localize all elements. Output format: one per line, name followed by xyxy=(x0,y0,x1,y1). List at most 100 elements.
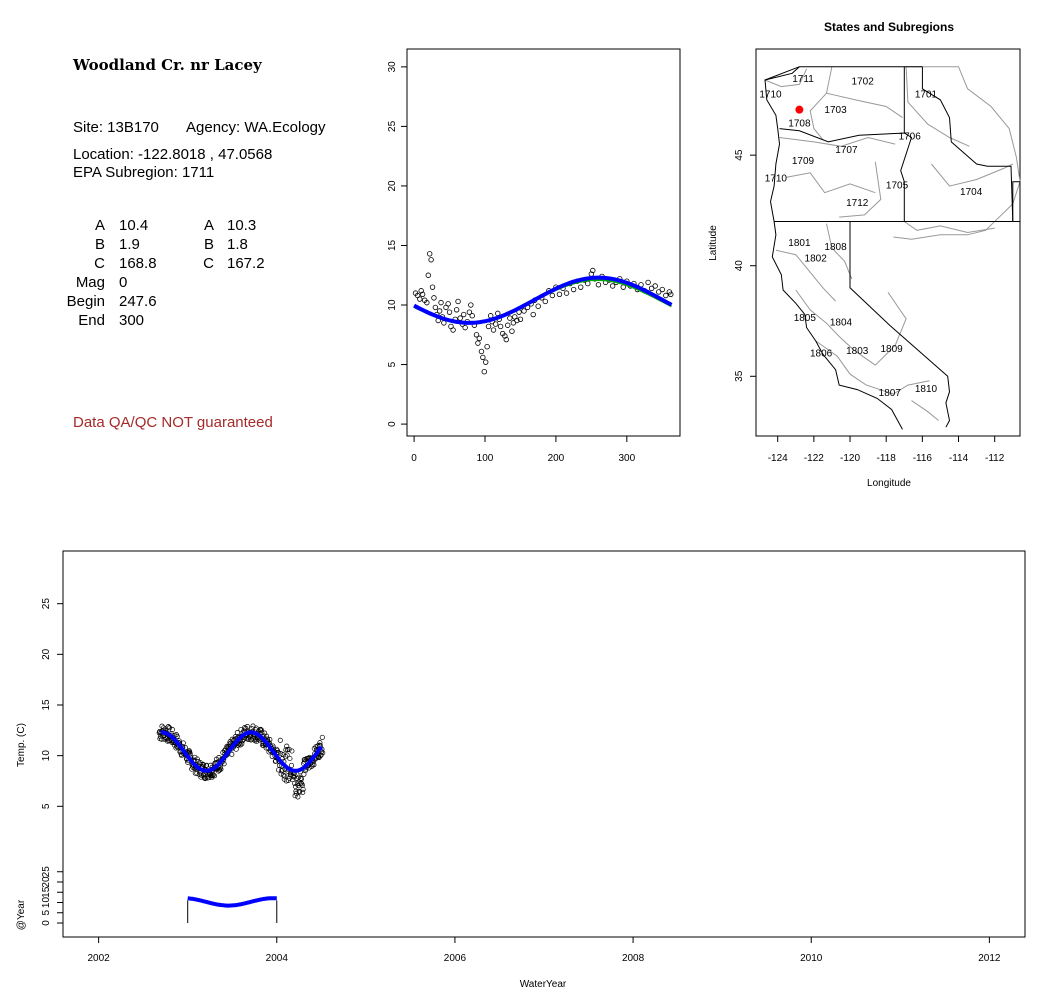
data-point xyxy=(517,316,524,323)
subregion-label: 1808 xyxy=(824,242,847,253)
data-point xyxy=(419,291,426,297)
coef1-label: Mag xyxy=(75,274,105,291)
data-point xyxy=(284,752,290,758)
data-point xyxy=(194,770,200,776)
subregion-boundary xyxy=(795,289,876,366)
data-point xyxy=(453,307,460,313)
coef1-label: End xyxy=(78,312,105,329)
map-y-label: Latitude xyxy=(708,225,719,261)
data-point xyxy=(229,751,235,757)
region-outline xyxy=(893,66,1021,240)
subregion: EPA Subregion: 1711 xyxy=(73,164,215,181)
sub-y-tick-label: 0 xyxy=(41,920,52,926)
data-point xyxy=(289,748,295,754)
timeseries-y-axis: 5 10 15 20 25 xyxy=(41,598,63,809)
y-tick-label: 10 xyxy=(387,299,398,311)
subregion-boundary xyxy=(839,161,882,218)
timeseries-frame xyxy=(62,550,1026,938)
data-point xyxy=(174,733,180,739)
data-point xyxy=(503,336,509,343)
y-tick-label: 45 xyxy=(734,149,745,161)
subregion-boundary xyxy=(775,249,836,302)
subregion-boundary xyxy=(826,92,903,119)
data-point xyxy=(165,724,171,730)
data-point xyxy=(295,794,301,800)
data-point xyxy=(609,283,616,289)
x-tick-label: 2002 xyxy=(88,953,111,964)
data-point xyxy=(475,340,481,346)
data-point xyxy=(311,762,317,768)
data-point xyxy=(317,740,323,746)
data-point xyxy=(461,311,467,318)
sub-y-tick-label: 20 xyxy=(41,876,52,888)
map-title: States and Subregions xyxy=(824,20,954,34)
x-tick-label: 2004 xyxy=(266,953,289,964)
data-point xyxy=(530,311,536,318)
data-point xyxy=(469,313,475,319)
state-border xyxy=(1012,181,1021,222)
subregion-map: States and Subregions 1711 17021701171017… xyxy=(708,20,1021,489)
data-point xyxy=(201,762,207,768)
data-point xyxy=(429,284,436,290)
x-tick-label: -114 xyxy=(949,453,969,464)
coef1-value: 1.9 xyxy=(119,236,140,253)
state-border xyxy=(764,66,923,81)
data-point xyxy=(484,343,490,350)
data-point xyxy=(585,280,591,287)
x-tick-label: 2008 xyxy=(622,953,645,964)
data-point xyxy=(652,283,658,289)
data-point xyxy=(169,727,175,733)
data-point xyxy=(217,767,223,773)
data-point xyxy=(590,267,596,274)
coef2-value: 1.8 xyxy=(227,236,248,253)
data-point xyxy=(218,766,224,772)
coef1-label: C xyxy=(94,255,105,272)
coef1-label: A xyxy=(94,217,105,234)
map-subregion-labels: 1711 1702 1701 1710 1703 1708 1706 1707 1709 1710… xyxy=(759,74,982,399)
data-point xyxy=(209,773,216,779)
data-point xyxy=(258,727,264,733)
data-point xyxy=(198,772,204,778)
data-point xyxy=(556,291,563,297)
data-point xyxy=(244,724,250,730)
subregion-label: 1707 xyxy=(835,145,858,156)
subregion-label: 1802 xyxy=(805,253,828,264)
subregion-boundary xyxy=(931,163,1014,187)
x-tick-label: 100 xyxy=(477,453,494,464)
coef2-label: A xyxy=(203,217,214,234)
y-tick-label: 0 xyxy=(387,421,398,427)
data-point xyxy=(287,755,293,762)
timeseries-fit-line xyxy=(160,730,323,773)
data-point xyxy=(208,772,214,778)
y-tick-label: 20 xyxy=(387,180,398,192)
coef2-label: C xyxy=(203,255,214,272)
subregion-boundary xyxy=(911,400,939,421)
data-point xyxy=(509,328,515,334)
data-point xyxy=(462,324,468,331)
data-point xyxy=(428,257,434,263)
data-point xyxy=(283,778,289,784)
map-frame xyxy=(755,48,1021,437)
x-tick-label: 0 xyxy=(411,453,417,464)
data-point xyxy=(280,767,286,773)
data-point xyxy=(485,323,492,330)
x-tick-label: -116 xyxy=(913,453,933,464)
data-point xyxy=(455,298,461,305)
data-point xyxy=(535,303,541,309)
subregion-boundary xyxy=(905,66,970,147)
subregion-label: 1809 xyxy=(880,344,903,355)
day-of-year-plot: 0 100 200 300 0 5 10 15 20 25 30 xyxy=(387,48,681,464)
data-point xyxy=(286,746,292,752)
data-point xyxy=(514,317,520,324)
subregion-label: 1710 xyxy=(765,174,788,185)
data-point xyxy=(283,747,289,753)
location: Location: -122.8018 , 47.0568 xyxy=(73,146,273,163)
subregion-label: 1706 xyxy=(899,132,922,143)
coef1-label: Begin xyxy=(66,293,105,310)
x-tick-label: 2010 xyxy=(800,953,823,964)
day-of-year-points xyxy=(412,251,674,375)
site-title: Woodland Cr. nr Lacey xyxy=(73,56,262,74)
subregion-boundary xyxy=(809,66,833,141)
data-point xyxy=(277,737,283,743)
